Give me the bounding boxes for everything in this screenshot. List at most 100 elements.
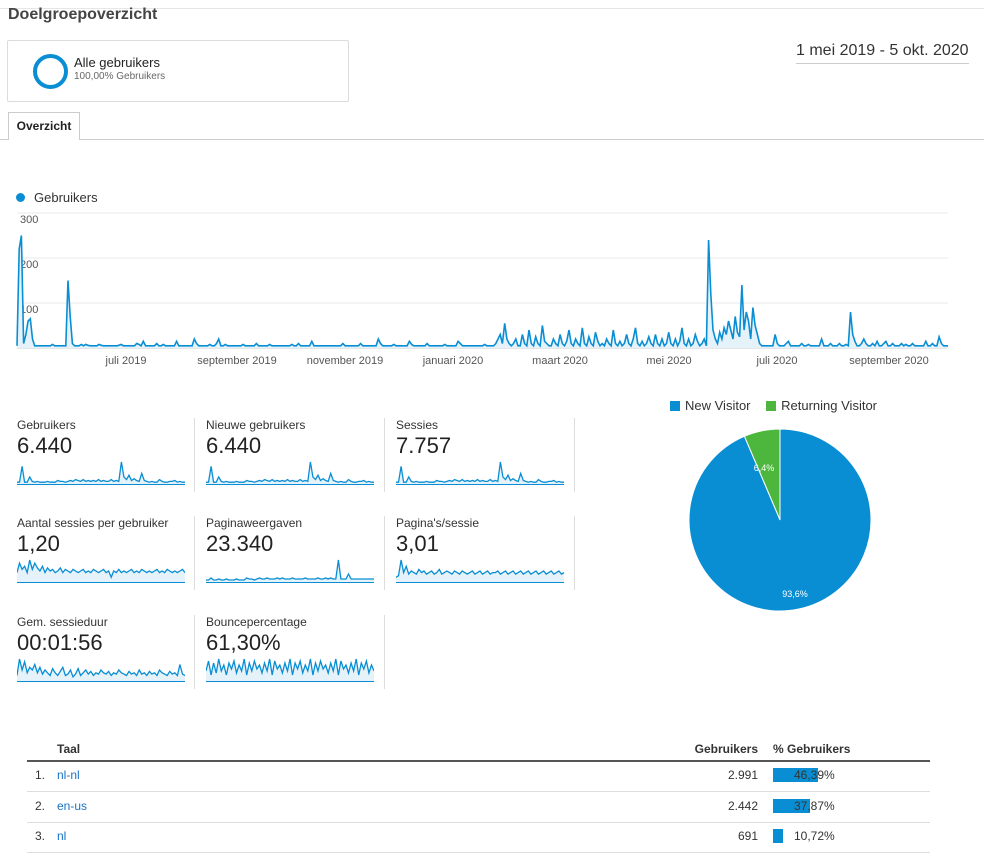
y-tick-label: 200 [20, 259, 38, 271]
table-header-pct-gebruikers[interactable]: % Gebruikers [773, 742, 851, 756]
metric-label: Sessies [396, 418, 439, 432]
metric-value: 00:01:56 [17, 630, 103, 655]
table-row[interactable]: 3. nl 691 10,72% [27, 826, 930, 854]
metric-separator [384, 516, 385, 590]
x-tick-label: september 2019 [197, 355, 277, 367]
sparkline-line [17, 461, 185, 483]
metric-value: 1,20 [17, 531, 60, 556]
metric-sparkline [17, 658, 185, 682]
metric-separator [574, 516, 575, 590]
table-row[interactable]: 1. nl-nl 2.991 46,39% [27, 765, 930, 793]
x-tick-label: september 2020 [849, 355, 929, 367]
tab-overzicht[interactable]: Overzicht [8, 112, 80, 140]
metric-value: 6.440 [17, 433, 73, 458]
users-line-chart: 100 200 300 juli 2019 september 2019 november… [16, 212, 948, 367]
sparkline-line [17, 658, 185, 679]
row-rank: 1. [35, 768, 46, 782]
top-divider [0, 8, 984, 9]
legend-returning-visitor-swatch [766, 401, 777, 411]
table-header-taal[interactable]: Taal [57, 742, 81, 756]
row-language-link[interactable]: en-us [57, 799, 88, 813]
metric-label: Paginaweergaven [206, 516, 303, 530]
metric-label: Pagina's/sessie [396, 516, 480, 530]
row-rank: 2. [35, 799, 46, 813]
row-users: 2.991 [727, 768, 758, 782]
legend-dot-icon [16, 193, 25, 202]
date-range-picker[interactable]: 1 mei 2019 - 5 okt. 2020 [796, 42, 969, 64]
row-percent-bar [773, 768, 818, 782]
metric-tile[interactable]: Paginaweergaven 23.340 [206, 516, 384, 594]
visitor-pie-chart: 93,6% 6,4% [688, 428, 872, 612]
metric-value: 23.340 [206, 531, 274, 556]
metric-value: 6.440 [206, 433, 262, 458]
metric-sparkline [396, 461, 564, 485]
metric-tile[interactable]: Sessies 7.757 [396, 418, 574, 496]
x-tick-label: juli 2019 [105, 355, 147, 367]
x-tick-label: juli 2020 [756, 355, 798, 367]
row-percent: 37,87% [794, 799, 835, 813]
sparkline-line [17, 559, 185, 580]
x-tick-label: januari 2020 [422, 355, 484, 367]
legend-gebruikers: Gebruikers [34, 190, 98, 205]
series-line-gebruikers [16, 235, 948, 348]
y-tick-label: 300 [20, 214, 38, 226]
metric-separator [384, 418, 385, 492]
x-tick-label: november 2019 [307, 355, 383, 367]
table-header-divider [27, 760, 930, 762]
metric-separator [194, 516, 195, 590]
row-users: 2.442 [727, 799, 758, 813]
pie-slice-label: 93,6% [782, 589, 808, 599]
metric-separator [384, 615, 385, 689]
metric-label: Gem. sessieduur [17, 615, 108, 629]
metric-label: Bouncepercentage [206, 615, 307, 629]
x-tick-label: maart 2020 [532, 355, 588, 367]
metric-tile[interactable]: Nieuwe gebruikers 6.440 [206, 418, 384, 496]
row-divider [27, 852, 930, 853]
legend-new-visitor-swatch [670, 401, 680, 411]
segment-subtitle: 100,00% Gebruikers [74, 71, 166, 82]
segment-card[interactable]: Alle gebruikers 100,00% Gebruikers [7, 40, 349, 102]
row-language-link[interactable]: nl [57, 829, 67, 843]
legend-new-visitor: New Visitor [685, 398, 751, 413]
metric-tile[interactable]: Gebruikers 6.440 [17, 418, 195, 496]
segment-name: Alle gebruikers [74, 55, 160, 70]
table-row[interactable]: 2. en-us 2.442 37,87% [27, 796, 930, 824]
sparkline-area [206, 659, 374, 681]
metric-sparkline [206, 461, 374, 485]
row-divider [27, 791, 930, 792]
row-rank: 3. [35, 829, 46, 843]
sparkline-line [396, 559, 564, 578]
metric-value: 3,01 [396, 531, 439, 556]
row-users: 691 [737, 829, 758, 843]
table-header-gebruikers[interactable]: Gebruikers [694, 742, 758, 756]
page-title: Doelgroepoverzicht [8, 6, 158, 23]
sparkline-line [206, 559, 374, 581]
row-language-link[interactable]: nl-nl [57, 768, 80, 782]
pie-slice[interactable] [688, 428, 872, 612]
metric-tile[interactable]: Gem. sessieduur 00:01:56 [17, 615, 195, 693]
row-percent-bar [773, 829, 783, 843]
metric-value: 61,30% [206, 630, 281, 655]
sparkline-line [206, 461, 374, 483]
metric-sparkline [17, 559, 185, 583]
tab-divider [0, 139, 984, 140]
metric-sparkline [396, 559, 564, 583]
metric-tile[interactable]: Pagina's/sessie 3,01 [396, 516, 574, 594]
metric-separator [194, 615, 195, 689]
sparkline-area [206, 560, 374, 582]
segment-ring-icon [33, 54, 68, 89]
row-percent: 46,39% [794, 768, 835, 782]
metric-separator [574, 418, 575, 492]
metric-sparkline [17, 461, 185, 485]
x-tick-label: mei 2020 [646, 355, 691, 367]
metric-separator [194, 418, 195, 492]
metric-tile[interactable]: Aantal sessies per gebruiker 1,20 [17, 516, 195, 594]
sparkline-line [206, 658, 374, 676]
legend-returning-visitor: Returning Visitor [781, 398, 878, 413]
y-tick-label: 100 [20, 304, 38, 316]
metric-value: 7.757 [396, 433, 452, 458]
metric-tile[interactable]: Bouncepercentage 61,30% [206, 615, 384, 693]
metric-label: Aantal sessies per gebruiker [17, 516, 169, 530]
row-percent-bar [773, 799, 810, 813]
pie-slice-label: 6,4% [754, 463, 775, 473]
